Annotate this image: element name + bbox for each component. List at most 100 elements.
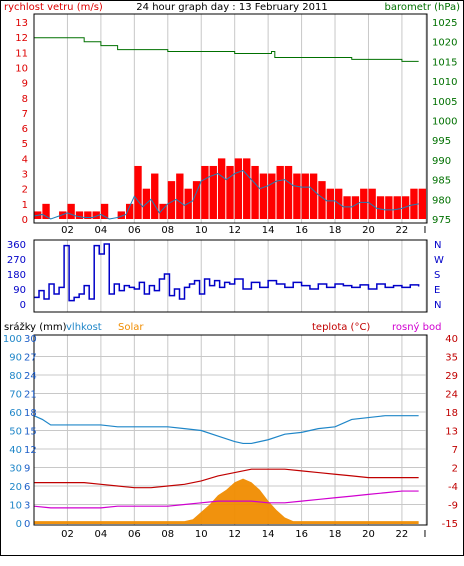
direction-plot-border — [33, 239, 428, 313]
gust-bar — [92, 211, 100, 219]
y-tick-label: 0 — [24, 519, 30, 530]
gust-bar — [343, 196, 351, 219]
gust-bar — [293, 173, 301, 219]
gust-bar — [259, 173, 268, 219]
gust-bar — [301, 173, 309, 219]
barometer-label: barometr (hPa) — [385, 2, 461, 13]
y-tick-label: 60 — [9, 408, 22, 419]
y-tick-label: 13 — [445, 427, 458, 438]
y-tick-label: 11 — [15, 48, 28, 59]
x-tick-label: 12 — [228, 529, 241, 540]
gust-bar — [134, 165, 142, 219]
gust-bar — [251, 165, 259, 219]
y-tick-label: 6 — [24, 482, 30, 493]
y-tick-label: 1005 — [432, 97, 457, 108]
x-tick-label: 04 — [95, 225, 108, 236]
y-tick-label: 2 — [22, 185, 28, 196]
direction-grid — [66, 240, 427, 312]
y-tick-label: 27 — [24, 353, 37, 364]
y-tick-label: S — [434, 270, 440, 281]
y-tick-label: 0 — [22, 215, 28, 226]
gust-bar — [410, 188, 418, 219]
chart-title: 24 hour graph day : 13 February 2011 — [136, 2, 327, 13]
climate-plot-border — [33, 334, 428, 526]
y-tick-label: 29 — [445, 371, 458, 382]
y-tick-label: E — [434, 285, 440, 296]
y-tick-label: 70 — [9, 390, 22, 401]
gust-bar — [201, 165, 209, 219]
gust-bar — [151, 173, 159, 219]
y-tick-label: 9 — [24, 464, 30, 475]
y-tick-label: 30 — [9, 464, 22, 475]
x-tick-label: 14 — [262, 529, 275, 540]
y-tick-label: -15 — [442, 519, 458, 530]
gust-bar — [192, 181, 201, 219]
y-tick-label: 1 — [22, 200, 28, 211]
climate-panel: srážky (mm) vlhkost Solar teplota (°C) r… — [3, 321, 458, 540]
gust-bar — [234, 158, 243, 219]
wind-pressure-panel: rychlost vetru (m/s) 24 hour graph day :… — [4, 2, 460, 236]
y-tick-label: N — [434, 300, 441, 311]
y-tick-label: 12 — [24, 445, 37, 456]
temperature-label: teplota (°C) — [312, 322, 370, 333]
gust-bar — [217, 158, 226, 219]
gust-bar — [368, 188, 376, 219]
direction-line — [34, 243, 420, 302]
y-tick-label: 9 — [22, 79, 28, 90]
gust-bar — [393, 196, 401, 219]
gust-bar — [360, 188, 368, 219]
y-tick-label: 975 — [432, 215, 451, 226]
wind-speed-label: rychlost vetru (m/s) — [4, 2, 103, 13]
y-tick-label: 40 — [9, 445, 22, 456]
gust-bar — [318, 181, 326, 219]
y-tick-label: 90 — [9, 353, 22, 364]
y-tick-label: 18 — [24, 408, 37, 419]
dewpoint-line — [33, 490, 419, 509]
y-tick-label: W — [434, 255, 444, 266]
x-tick-label: 06 — [128, 225, 141, 236]
wind-plot-border — [33, 13, 428, 224]
y-tick-label: 50 — [9, 427, 22, 438]
y-tick-label: 0 — [16, 519, 22, 530]
gust-bar — [284, 165, 293, 219]
gust-bar — [268, 173, 276, 219]
x-tick-label: 12 — [228, 225, 241, 236]
y-tick-label: 995 — [432, 136, 451, 147]
y-tick-label: 90 — [13, 285, 26, 296]
gust-bar — [385, 196, 393, 219]
gust-bar — [84, 211, 92, 219]
x-tick-label: I — [424, 225, 427, 236]
gust-bar — [59, 211, 67, 219]
x-tick-label: 20 — [362, 225, 375, 236]
x-tick-label: 08 — [161, 225, 174, 236]
y-tick-label: 10 — [9, 501, 22, 512]
x-tick-label: 10 — [195, 529, 208, 540]
gust-bar — [125, 203, 134, 219]
y-tick-label: 1015 — [432, 57, 457, 68]
x-tick-label: 10 — [195, 225, 208, 236]
y-tick-label: 100 — [3, 334, 22, 345]
gust-bar — [401, 196, 410, 219]
gust-bar — [176, 173, 184, 219]
x-tick-label: 18 — [329, 529, 342, 540]
y-tick-label: 7 — [22, 109, 28, 120]
y-tick-label: 18 — [445, 408, 458, 419]
gust-bar — [209, 165, 217, 219]
y-tick-label: 24 — [445, 390, 458, 401]
wind-grid — [66, 14, 427, 223]
gust-bar — [42, 203, 50, 219]
humidity-label: vlhkost — [66, 322, 102, 333]
wind-series — [33, 37, 426, 220]
gust-bar — [326, 188, 335, 219]
y-tick-label: 2 — [452, 464, 458, 475]
wind-x-ticks: 02 04 06 08 10 12 14 16 18 20 22 I — [61, 225, 426, 236]
pressure-y-ticks: 1025 1020 1015 1010 1005 1000 995 990 985 980 975 — [432, 18, 457, 226]
gust-bar — [67, 203, 75, 219]
y-tick-label: 13 — [15, 18, 28, 29]
x-tick-label: 16 — [295, 225, 308, 236]
gust-bar — [418, 188, 426, 219]
climate-series — [33, 415, 419, 524]
